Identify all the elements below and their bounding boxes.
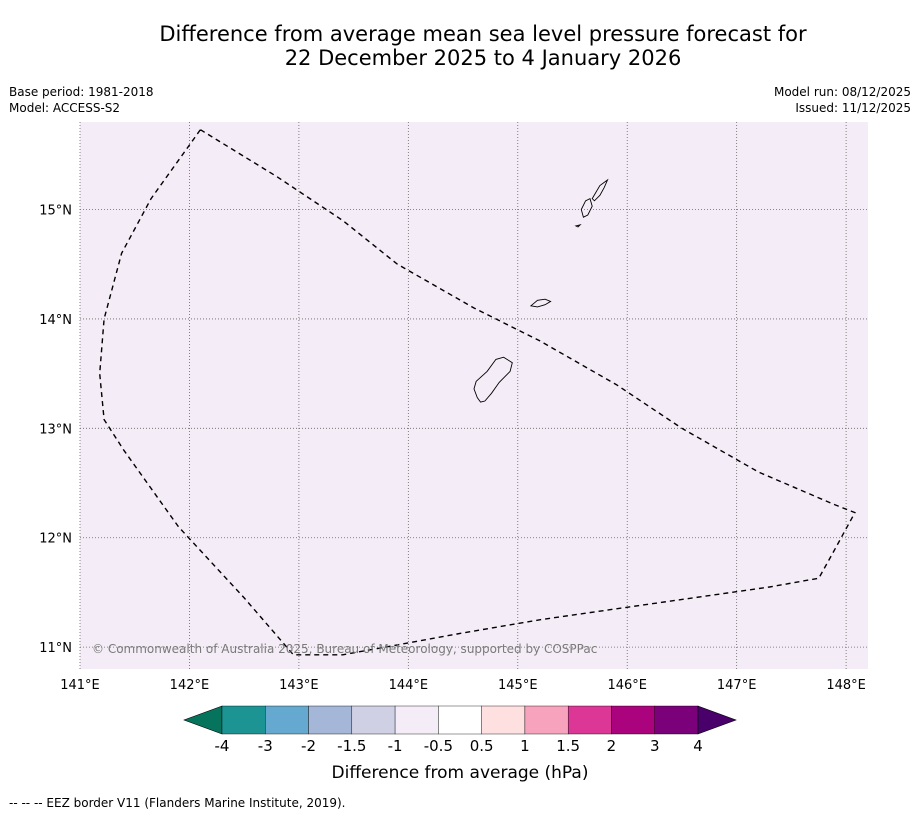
colorbar-swatch	[308, 705, 353, 735]
meta-right: Model run: 08/12/2025 Issued: 11/12/2025	[774, 84, 911, 116]
island-tinian-outline	[580, 197, 593, 218]
lat-tick-label: 13°N	[39, 422, 72, 437]
lon-tick-label: 145°E	[498, 678, 538, 693]
lon-tick-label: 144°E	[389, 678, 429, 693]
lat-tick-label: 15°N	[39, 204, 72, 219]
lon-tick-label: 146°E	[607, 678, 647, 693]
colorbar-tick: 0.5	[470, 737, 494, 755]
colorbar-tick: 1.5	[556, 737, 580, 755]
colorbar-tick: -2	[301, 737, 316, 755]
colorbar-extend-high	[697, 705, 737, 735]
colorbar-tick: 4	[693, 737, 703, 755]
colorbar-swatch	[611, 705, 655, 735]
colorbar-swatch	[265, 705, 309, 735]
meta-left: Base period: 1981-2018 Model: ACCESS-S2	[9, 84, 154, 116]
colorbar-tick: -1.5	[337, 737, 366, 755]
longitude-labels: 141°E 142°E 143°E 144°E 145°E 146°E 147°E 148°E	[60, 678, 866, 693]
colorbar-swatch	[221, 705, 266, 735]
model-name: Model: ACCESS-S2	[9, 101, 121, 115]
colorbar-tick-labels: -4 -3 -2 -1.5 -1 -0.5 0.5 1 1.5 2 3 4	[215, 737, 703, 755]
issued-date: Issued: 11/12/2025	[795, 101, 911, 115]
colorbar-tick: -0.5	[424, 737, 453, 755]
eez-legend: -- -- -- EEZ border V11 (Flanders Marine…	[9, 796, 346, 810]
lon-tick-label: 141°E	[60, 678, 100, 693]
map-background	[80, 122, 868, 669]
lat-tick-label: 12°N	[39, 532, 72, 547]
colorbar-swatch	[524, 705, 569, 735]
colorbar-swatch	[567, 705, 612, 735]
colorbar-tick: -1	[388, 737, 403, 755]
title-line-1: Difference from average mean sea level p…	[159, 22, 807, 46]
colorbar-swatch	[351, 705, 396, 735]
base-period: Base period: 1981-2018	[9, 85, 154, 99]
lon-tick-label: 143°E	[279, 678, 319, 693]
islands	[473, 178, 609, 403]
colorbar-tick: 2	[607, 737, 617, 755]
lon-tick-label: 147°E	[717, 678, 757, 693]
chart-title: Difference from average mean sea level p…	[60, 22, 906, 70]
gridlines	[79, 122, 868, 669]
lon-tick-label: 142°E	[170, 678, 210, 693]
colorbar-tick: 1	[520, 737, 530, 755]
island-aguijan-outline	[574, 223, 582, 228]
colorbar-label: Difference from average (hPa)	[332, 763, 589, 783]
island-guam-outline	[473, 356, 513, 403]
latitude-labels: 15°N 14°N 13°N 12°N 11°N	[39, 204, 72, 657]
island-rota-outline	[529, 298, 552, 308]
colorbar-swatch	[654, 705, 699, 735]
colorbar-swatch	[438, 705, 482, 735]
lat-tick-label: 14°N	[39, 313, 72, 328]
model-run: Model run: 08/12/2025	[773, 85, 911, 99]
colorbar-swatch	[481, 705, 526, 735]
colorbar-swatch	[394, 705, 439, 735]
island-saipan-outline	[591, 178, 609, 202]
colorbar-tick: -4	[215, 737, 230, 755]
copyright-text: © Commonwealth of Australia 2025, Bureau…	[92, 642, 597, 656]
colorbar	[183, 705, 737, 735]
colorbar-tick: -3	[258, 737, 273, 755]
lat-tick-label: 11°N	[39, 641, 72, 656]
title-line-2: 22 December 2025 to 4 January 2026	[284, 46, 682, 70]
colorbar-tick: 3	[650, 737, 660, 755]
colorbar-extend-low	[183, 705, 223, 735]
lon-tick-label: 148°E	[826, 678, 866, 693]
eez-border	[98, 129, 856, 656]
